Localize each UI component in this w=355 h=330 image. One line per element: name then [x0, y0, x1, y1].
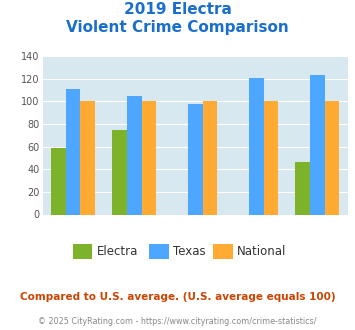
Bar	[203, 101, 217, 214]
Bar	[112, 130, 127, 214]
Bar	[81, 101, 95, 214]
Text: Violent Crime Comparison: Violent Crime Comparison	[66, 20, 289, 35]
Text: © 2025 CityRating.com - https://www.cityrating.com/crime-statistics/: © 2025 CityRating.com - https://www.city…	[38, 317, 317, 326]
Text: National: National	[237, 245, 286, 258]
Bar	[142, 101, 156, 214]
Text: Electra: Electra	[97, 245, 138, 258]
Bar	[51, 148, 66, 214]
Bar	[249, 78, 264, 214]
Text: 2019 Electra: 2019 Electra	[124, 2, 231, 16]
Text: Texas: Texas	[173, 245, 206, 258]
Bar	[264, 101, 278, 214]
Text: Compared to U.S. average. (U.S. average equals 100): Compared to U.S. average. (U.S. average …	[20, 292, 335, 302]
Bar	[310, 75, 325, 215]
Bar	[127, 96, 142, 214]
Bar	[325, 101, 339, 214]
Bar	[66, 89, 81, 214]
Bar	[295, 162, 310, 214]
Bar	[188, 104, 203, 214]
